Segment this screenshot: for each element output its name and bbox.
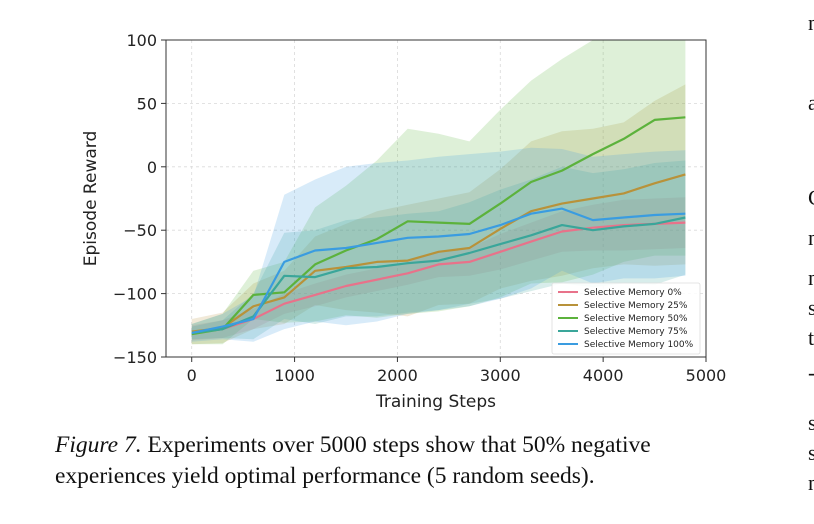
x-tick-label: 1000 [274, 366, 315, 385]
adjacent-column-char: n [808, 265, 814, 290]
plot-frame [165, 39, 707, 358]
axis-ticks: 0 1000 2000 3000 4000 5000 −150 −100 −50 0 50 100 [113, 31, 726, 385]
line-series-1 [191, 173, 686, 333]
x-tick-label: 5000 [686, 366, 727, 385]
adjacent-column-char: s [808, 295, 814, 320]
x-tick-label: 0 [187, 366, 197, 385]
x-tick-label: 3000 [480, 366, 521, 385]
adjacent-column-char: t [808, 325, 814, 350]
adjacent-column-char: a [808, 90, 814, 115]
band-series-2 [191, 40, 686, 345]
adjacent-column-char: s [808, 410, 814, 435]
chart-svg: 0 1000 2000 3000 4000 5000 −150 −100 −50 0 50 100 T… [81, 31, 726, 412]
legend-box [551, 282, 701, 355]
chart-figure: 0 1000 2000 3000 4000 5000 −150 −100 −50 0 50 100 T… [81, 31, 726, 412]
adjacent-column-char: n [808, 470, 814, 495]
y-tick-label: −100 [113, 285, 157, 304]
legend: Selective Memory 0% Selective Memory 25% S… [551, 282, 701, 355]
y-tick-label: 0 [147, 158, 157, 177]
confidence-bands [191, 40, 686, 345]
band-series-4 [191, 147, 686, 342]
y-tick-label: 50 [137, 94, 157, 113]
legend-entry-1: Selective Memory 25% [584, 301, 688, 311]
band-series-0 [191, 197, 686, 341]
adjacent-column-char: n [808, 10, 814, 35]
caption-label: Figure 7. [55, 432, 142, 458]
x-tick-label: 2000 [377, 366, 418, 385]
legend-entry-0: Selective Memory 0% [584, 288, 682, 298]
line-series-3 [191, 216, 686, 334]
caption-text: Experiments over 5000 steps show that 50… [55, 432, 651, 489]
adjacent-column-char: C [808, 185, 814, 211]
y-tick-label: −150 [113, 348, 157, 367]
line-series-2 [191, 116, 686, 336]
legend-entry-4: Selective Memory 100% [584, 340, 694, 350]
line-series-4 [191, 207, 686, 334]
legend-entry-2: Selective Memory 50% [584, 314, 688, 324]
adjacent-column-text: naCnnst-ssn [808, 0, 814, 524]
y-axis-label: Episode Reward [81, 131, 101, 266]
y-tick-label: 100 [126, 31, 157, 50]
figure-caption: Figure 7. Experiments over 5000 steps sh… [55, 430, 760, 492]
adjacent-column-char: s [808, 440, 814, 465]
legend-entry-3: Selective Memory 75% [584, 327, 688, 337]
x-tick-label: 4000 [583, 366, 624, 385]
series-lines [191, 116, 686, 336]
adjacent-column-char: n [808, 225, 814, 250]
y-tick-label: −50 [123, 221, 157, 240]
x-axis-label: Training Steps [375, 392, 496, 412]
band-series-1 [191, 84, 686, 345]
adjacent-column-char: - [808, 360, 814, 386]
line-series-0 [191, 221, 686, 334]
